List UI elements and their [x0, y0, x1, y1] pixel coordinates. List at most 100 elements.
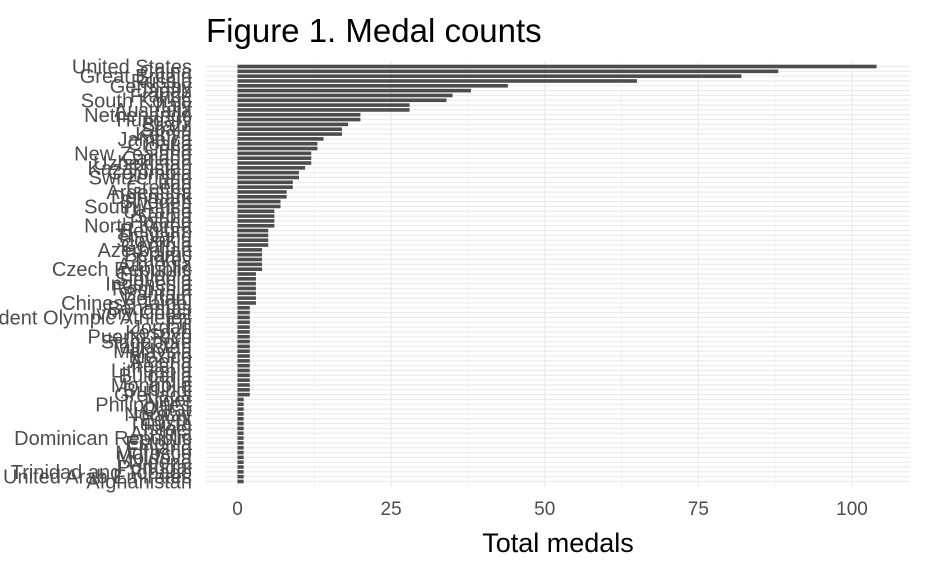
x-tick-label: 50 — [534, 499, 555, 520]
bar — [237, 223, 275, 228]
y-tick-label: Bulgaria — [119, 365, 193, 387]
bar — [237, 272, 256, 276]
bar — [237, 305, 250, 310]
bar — [237, 320, 250, 325]
y-tick-label: China — [140, 61, 193, 83]
y-tick-label: United Arab Emirates — [3, 467, 192, 489]
y-tick-label: Chinese Taipei — [61, 293, 192, 315]
bar — [237, 479, 244, 484]
bar — [237, 190, 287, 194]
y-tick-label: Bahrain — [123, 283, 192, 305]
y-tick-label: Ivory Coast — [91, 303, 193, 325]
y-tick-label: Independent Olympic Athletes — [0, 307, 192, 329]
y-tick-label: Turkey — [132, 250, 192, 272]
bar — [237, 112, 361, 117]
bar — [237, 122, 349, 127]
bar — [237, 262, 263, 267]
y-tick-label: Kenya — [135, 124, 193, 146]
y-tick-label: Indonesia — [105, 274, 193, 296]
bar — [237, 421, 244, 426]
bar — [237, 431, 244, 436]
y-tick-label: Jamaica — [118, 129, 193, 151]
bar — [237, 450, 244, 455]
bar — [237, 339, 250, 344]
bar — [237, 64, 877, 69]
bar — [237, 170, 299, 175]
bar — [237, 117, 361, 122]
bar — [237, 108, 410, 112]
bar — [237, 175, 299, 180]
y-tick-label: Poland — [130, 211, 192, 233]
bar — [237, 248, 263, 252]
x-tick-labels: 0 25 50 75 100 — [232, 499, 868, 520]
y-tick-label: South Korea — [81, 90, 193, 112]
y-tick-label: Colombia — [108, 163, 193, 185]
y-tick-label: Tajikistan — [110, 336, 192, 358]
y-tick-label: Afghanistan — [86, 472, 192, 494]
bar — [237, 267, 263, 271]
bar — [237, 74, 742, 78]
bar — [237, 349, 250, 354]
y-tick-label: Portugal — [118, 457, 193, 479]
y-tick-label: Tunisia — [128, 414, 193, 436]
y-tick-label: Estonia — [125, 433, 193, 455]
y-tick-label: Singapore — [101, 332, 192, 354]
bar — [237, 455, 244, 460]
y-tick-label: Hungary — [116, 110, 192, 132]
y-tick-label: Fiji — [166, 312, 192, 334]
y-tick-label: Moldova — [116, 447, 192, 469]
y-tick-label: Ireland — [131, 356, 192, 378]
bar — [237, 166, 306, 170]
bar — [237, 416, 244, 421]
bar — [237, 219, 275, 223]
bar — [237, 243, 269, 247]
y-tick-label: Grenada — [114, 385, 193, 407]
y-tick-label: Puerto Rico — [88, 327, 193, 349]
bar — [237, 407, 244, 411]
bar — [237, 291, 256, 296]
bar — [237, 79, 637, 83]
bar — [237, 334, 250, 339]
y-tick-label: Argentina — [106, 182, 192, 204]
bar — [237, 325, 250, 329]
y-tick-label: New Zealand — [74, 143, 192, 165]
bar — [237, 460, 244, 465]
bar — [237, 388, 250, 392]
y-tick-label: Dominican Republic — [14, 428, 192, 450]
bar — [237, 88, 472, 93]
bar — [237, 383, 250, 387]
bar — [237, 412, 244, 416]
y-tick-label: Romania — [112, 278, 193, 300]
chart-title: Figure 1. Medal counts — [206, 12, 542, 49]
bar — [237, 436, 244, 440]
bar — [237, 373, 250, 378]
bar — [237, 441, 244, 445]
y-tick-label: Jordan — [131, 317, 192, 339]
bars — [237, 64, 877, 484]
bar — [237, 277, 256, 281]
bar — [237, 354, 250, 358]
y-tick-label: Sweden — [120, 192, 192, 214]
y-tick-label: Azerbaijan — [97, 240, 192, 262]
bar — [237, 69, 779, 74]
bar — [237, 397, 244, 402]
y-tick-label: Norway — [124, 404, 192, 426]
y-tick-label: Mongolia — [111, 375, 193, 397]
bar — [237, 344, 250, 349]
y-tick-label: Nigeria — [129, 452, 193, 474]
bar — [237, 141, 318, 146]
y-tick-label: Kosovo — [125, 322, 192, 344]
y-tick-label: Egypt — [141, 409, 193, 431]
y-tick-label: Italy — [155, 95, 192, 117]
bar — [237, 296, 256, 300]
bar — [237, 146, 318, 151]
bar — [237, 445, 244, 450]
bar — [237, 281, 256, 286]
y-tick-label: Morocco — [115, 443, 192, 465]
bar — [237, 257, 263, 262]
bar — [237, 156, 312, 160]
y-tick-label: Slovakia — [116, 230, 192, 252]
y-tick-label: Bahamas — [108, 298, 193, 320]
